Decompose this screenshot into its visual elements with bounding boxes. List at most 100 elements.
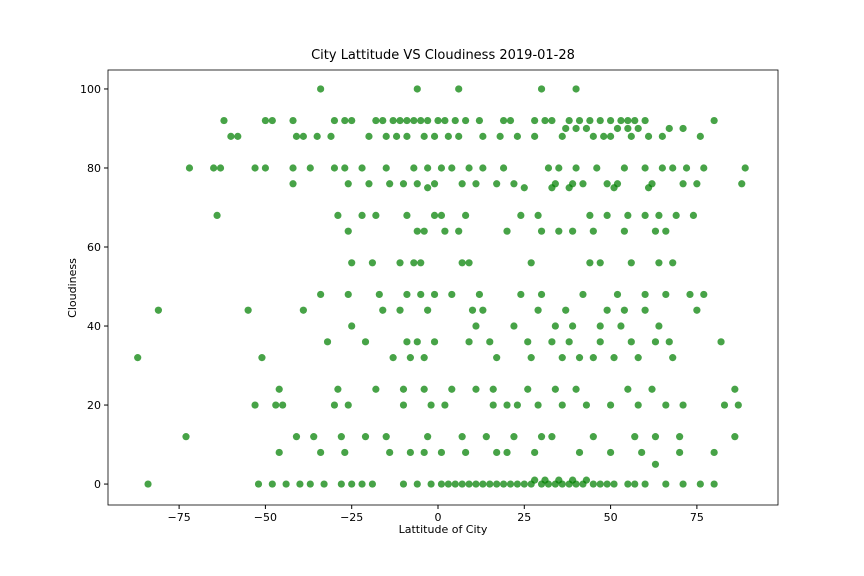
point <box>424 116 432 125</box>
point <box>275 448 283 457</box>
point <box>644 184 653 192</box>
y-tick-label: 40 <box>87 320 101 333</box>
point <box>679 480 687 488</box>
point <box>472 180 480 188</box>
point <box>430 132 439 140</box>
point <box>624 124 632 133</box>
point <box>448 290 456 299</box>
point <box>620 306 628 314</box>
point <box>510 180 518 188</box>
point <box>468 306 477 314</box>
point <box>548 116 556 125</box>
point <box>720 401 729 409</box>
point <box>582 124 591 133</box>
point <box>631 116 639 125</box>
point <box>424 184 432 192</box>
point <box>424 306 432 314</box>
point <box>651 227 660 235</box>
point <box>413 227 421 235</box>
point <box>406 448 414 457</box>
point <box>741 164 749 172</box>
point <box>641 211 649 219</box>
point <box>462 448 470 457</box>
point <box>499 480 508 488</box>
point <box>641 164 649 172</box>
point <box>531 448 539 457</box>
point <box>389 354 397 362</box>
point <box>524 338 532 346</box>
point <box>693 306 701 314</box>
point <box>441 401 449 409</box>
point <box>641 116 649 125</box>
point <box>582 476 591 484</box>
point <box>437 211 446 219</box>
point <box>631 480 639 488</box>
point <box>558 354 566 362</box>
point <box>275 385 283 393</box>
point <box>455 132 463 140</box>
point <box>562 306 570 314</box>
x-tick-label: 25 <box>517 511 531 524</box>
point <box>679 180 687 188</box>
point <box>596 116 604 125</box>
point <box>572 164 580 172</box>
point <box>603 306 611 314</box>
point <box>448 164 456 172</box>
point <box>289 180 297 188</box>
point <box>220 116 228 125</box>
point <box>296 480 304 488</box>
point <box>537 227 546 235</box>
point <box>410 259 418 267</box>
point <box>292 132 301 140</box>
point <box>462 116 470 125</box>
point <box>341 164 349 172</box>
point <box>323 338 332 346</box>
point <box>648 385 656 393</box>
point <box>420 385 428 393</box>
point <box>506 116 515 125</box>
point <box>613 124 622 133</box>
point <box>317 290 325 299</box>
point <box>289 164 297 172</box>
point <box>379 306 387 314</box>
point <box>496 132 504 140</box>
x-tick-label: −75 <box>167 511 190 524</box>
point <box>551 385 559 393</box>
point <box>465 259 473 267</box>
point <box>399 401 408 409</box>
point <box>565 184 573 192</box>
point <box>430 211 439 219</box>
point <box>606 132 615 140</box>
point <box>251 401 259 409</box>
point <box>458 259 466 267</box>
point <box>348 259 356 267</box>
point <box>358 480 366 488</box>
point <box>669 354 677 362</box>
point <box>134 354 142 362</box>
point <box>569 322 577 330</box>
point <box>258 354 266 362</box>
point <box>437 448 446 457</box>
point <box>627 338 635 346</box>
point <box>313 132 321 140</box>
point <box>710 116 718 125</box>
point <box>465 338 473 346</box>
point <box>382 132 390 140</box>
point <box>479 164 487 172</box>
point <box>572 85 580 93</box>
point <box>679 401 687 409</box>
point <box>320 480 328 488</box>
point <box>444 480 452 488</box>
point <box>472 480 480 488</box>
point <box>569 227 577 235</box>
point <box>413 85 421 93</box>
point <box>527 354 535 362</box>
point <box>575 116 584 125</box>
point <box>493 448 501 457</box>
point <box>482 433 490 441</box>
point <box>348 480 356 488</box>
point <box>386 448 394 457</box>
point <box>292 433 301 441</box>
point <box>669 259 677 267</box>
point <box>403 290 411 299</box>
